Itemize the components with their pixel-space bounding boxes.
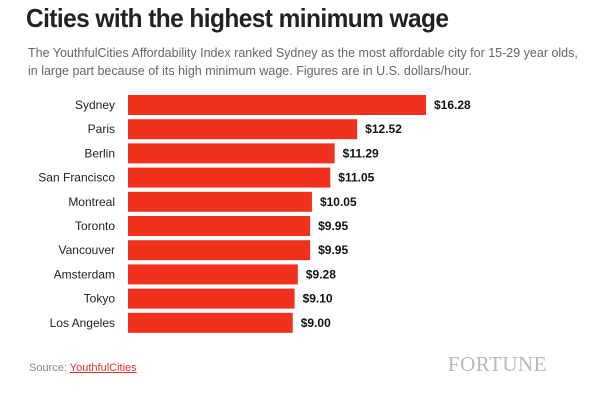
fortune-logo: FORTUNE: [447, 352, 547, 376]
bar-san-francisco: [128, 167, 331, 188]
value-label-paris: $12.52: [365, 122, 402, 136]
category-label-vancouver: Vancouver: [59, 243, 115, 257]
value-label-montreal: $10.05: [320, 195, 357, 209]
bar-vancouver: [128, 240, 311, 261]
source-prefix: Source:: [29, 362, 70, 374]
value-label-sydney: $16.28: [434, 98, 471, 112]
category-label-amsterdam: Amsterdam: [54, 267, 115, 281]
category-label-montreal: Montreal: [68, 195, 115, 209]
source-line: Source: YouthfulCities: [29, 362, 137, 374]
value-label-berlin: $11.29: [343, 146, 379, 160]
value-label-tokyo: $9.10: [303, 292, 333, 306]
value-label-san-francisco: $11.05: [338, 171, 374, 185]
category-label-tokyo: Tokyo: [84, 292, 116, 306]
category-label-los-angeles: Los Angeles: [50, 316, 115, 330]
bar-paris: [128, 119, 358, 140]
category-label-san-francisco: San Francisco: [38, 171, 115, 185]
category-label-sydney: Sydney: [75, 98, 115, 112]
chart-subtitle: The YouthfulCities Affordability Index r…: [28, 46, 578, 78]
bar-chart: Sydney $16.28 Paris $12.52 Berlin $11.29 San F…: [38, 95, 471, 333]
category-label-berlin: Berlin: [84, 146, 115, 160]
value-label-toronto: $9.95: [318, 219, 348, 233]
bar-amsterdam: [128, 264, 298, 285]
source-link[interactable]: YouthfulCities: [69, 362, 137, 374]
bar-tokyo: [128, 288, 295, 309]
bar-montreal: [128, 191, 312, 212]
bar-los-angeles: [128, 312, 293, 333]
category-label-toronto: Toronto: [75, 219, 115, 233]
bar-berlin: [128, 143, 335, 164]
category-label-paris: Paris: [88, 122, 115, 136]
value-label-los-angeles: $9.00: [301, 316, 331, 330]
bar-toronto: [128, 216, 311, 236]
bar-sydney: [128, 95, 426, 115]
value-label-amsterdam: $9.28: [306, 267, 336, 281]
chart-title: Cities with the highest minimum wage: [26, 3, 449, 33]
value-label-vancouver: $9.95: [318, 243, 348, 257]
